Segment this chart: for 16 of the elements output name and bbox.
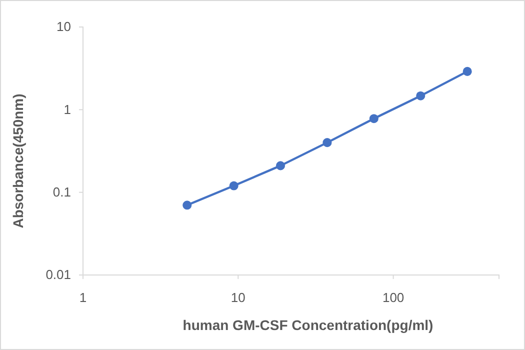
x-tick-label: 1 xyxy=(79,290,87,306)
x-tick-label: 10 xyxy=(230,290,246,306)
x-axis-title: human GM-CSF Concentration(pg/ml) xyxy=(182,317,434,333)
x-tick-label: 100 xyxy=(382,290,404,306)
point xyxy=(416,91,426,100)
point xyxy=(182,200,192,210)
point xyxy=(276,161,286,170)
y-tick-label: 0.1 xyxy=(52,184,71,200)
point xyxy=(462,66,472,76)
point xyxy=(229,181,238,190)
point xyxy=(369,114,378,124)
y-tick-label: 10 xyxy=(56,19,71,34)
y-axis-title: Absorbance(450nm) xyxy=(10,94,26,228)
y-tick-label: 1 xyxy=(64,102,71,117)
point xyxy=(322,138,332,148)
y-tick-label: 0.01 xyxy=(46,267,71,282)
